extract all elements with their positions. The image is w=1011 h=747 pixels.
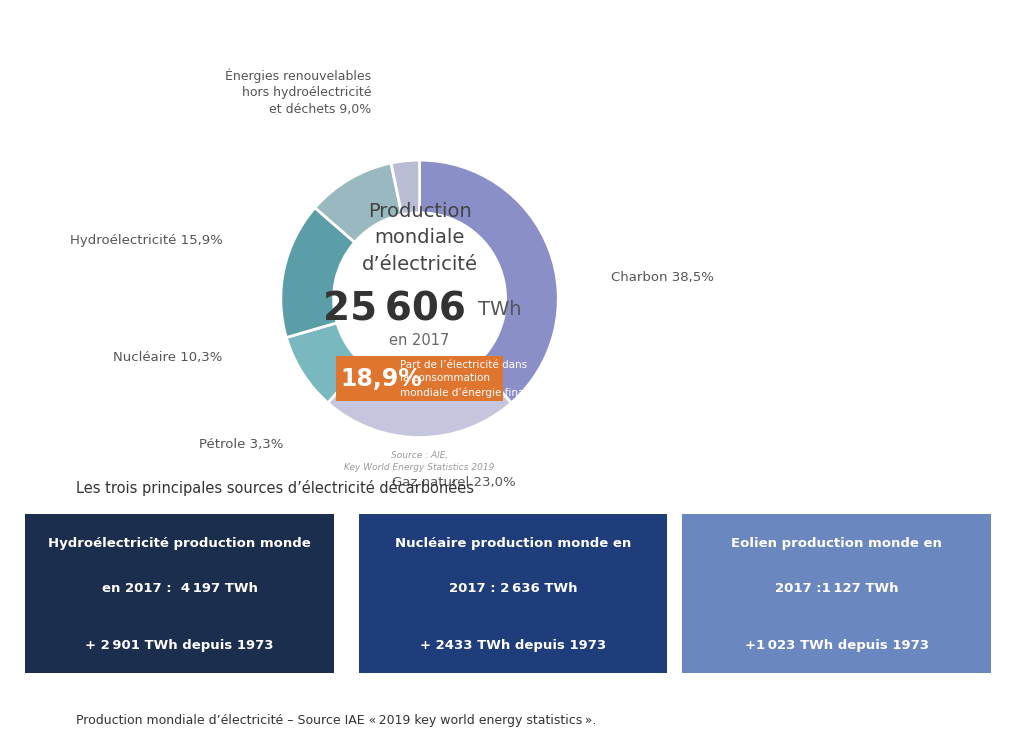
Wedge shape (391, 160, 420, 214)
Text: Gaz naturel 23,0%: Gaz naturel 23,0% (392, 477, 516, 489)
FancyBboxPatch shape (25, 514, 334, 673)
Wedge shape (420, 160, 558, 403)
Text: Énergies renouvelables
hors hydroélectricité
et déchets 9,0%: Énergies renouvelables hors hydroélectri… (224, 68, 371, 116)
Wedge shape (328, 363, 512, 438)
Text: Hydroélectricité 15,9%: Hydroélectricité 15,9% (70, 234, 222, 247)
Text: Eolien production monde en: Eolien production monde en (731, 537, 942, 550)
Text: 2017 : 2 636 TWh: 2017 : 2 636 TWh (449, 583, 577, 595)
Text: Charbon 38,5%: Charbon 38,5% (611, 271, 714, 285)
FancyBboxPatch shape (337, 356, 502, 401)
Text: Source : AIE,
Key World Energy Statistics 2019: Source : AIE, Key World Energy Statistic… (345, 451, 494, 471)
Text: Part de l’électricité dans
la consommation
mondiale d’énergie finale: Part de l’électricité dans la consommati… (400, 359, 534, 397)
Text: 2017 :1 127 TWh: 2017 :1 127 TWh (774, 583, 899, 595)
Text: Pétrole 3,3%: Pétrole 3,3% (199, 438, 284, 451)
Text: en 2017: en 2017 (389, 333, 450, 348)
Text: + 2433 TWh depuis 1973: + 2433 TWh depuis 1973 (420, 639, 607, 652)
Wedge shape (315, 163, 401, 242)
Text: en 2017 :  4 197 TWh: en 2017 : 4 197 TWh (101, 583, 258, 595)
Text: Nucléaire production monde en: Nucléaire production monde en (395, 537, 631, 550)
Wedge shape (281, 208, 355, 338)
Text: Hydroélectricité production monde: Hydroélectricité production monde (49, 537, 310, 550)
FancyBboxPatch shape (682, 514, 991, 673)
Text: +1 023 TWh depuis 1973: +1 023 TWh depuis 1973 (745, 639, 928, 652)
Text: TWh: TWh (478, 300, 522, 320)
Text: Les trois principales sources d’électricité décarbonées: Les trois principales sources d’électric… (76, 480, 474, 496)
Text: 18,9%: 18,9% (341, 367, 423, 391)
Text: 25 606: 25 606 (324, 291, 466, 329)
Text: + 2 901 TWh depuis 1973: + 2 901 TWh depuis 1973 (85, 639, 274, 652)
Text: Nucléaire 10,3%: Nucléaire 10,3% (113, 350, 222, 364)
FancyBboxPatch shape (359, 514, 667, 673)
Text: Production
mondiale
d’électricité: Production mondiale d’électricité (362, 202, 477, 273)
Text: Production mondiale d’électricité – Source IAE « 2019 key world energy statistic: Production mondiale d’électricité – Sour… (76, 714, 596, 727)
Wedge shape (286, 323, 363, 403)
